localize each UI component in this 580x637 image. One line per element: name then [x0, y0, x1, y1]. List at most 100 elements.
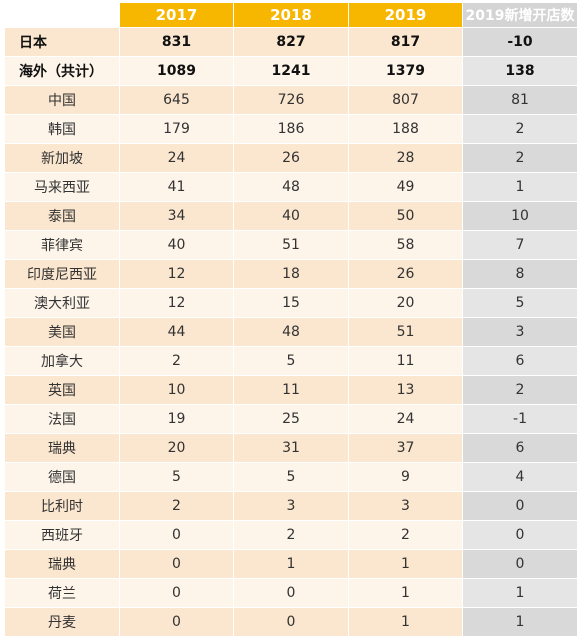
- value-2019-cell: 37: [348, 433, 463, 463]
- value-2019-cell: 50: [348, 201, 463, 231]
- value-2018-cell: 18: [233, 259, 349, 289]
- table-row: 美国 44 48 51 3: [4, 317, 578, 347]
- table-row: 加拿大 2 5 11 6: [4, 346, 578, 376]
- value-2019-cell: 2: [348, 520, 463, 550]
- new-stores-2019-cell: 0: [462, 520, 578, 550]
- value-2018-cell: 11: [233, 375, 349, 405]
- row-name-cell: 瑞典: [4, 433, 120, 463]
- value-2017-cell: 19: [119, 404, 234, 434]
- value-2018-cell: 40: [233, 201, 349, 231]
- table-row: 德国 5 5 9 4: [4, 462, 578, 492]
- value-2017-cell: 24: [119, 143, 234, 173]
- table-row: 印度尼西亚 12 18 26 8: [4, 259, 578, 289]
- value-2019-cell: 3: [348, 491, 463, 521]
- new-stores-2019-cell: 1: [462, 607, 578, 637]
- new-stores-2019-cell: 138: [462, 56, 578, 86]
- value-2018-cell: 1: [233, 549, 349, 579]
- new-stores-2019-cell: 0: [462, 549, 578, 579]
- new-stores-2019-cell: 2: [462, 114, 578, 144]
- value-2017-cell: 12: [119, 259, 234, 289]
- value-2017-cell: 1089: [119, 56, 234, 86]
- row-name-cell: 美国: [4, 317, 120, 347]
- row-name-cell: 澳大利亚: [4, 288, 120, 318]
- value-2017-cell: 2: [119, 491, 234, 521]
- value-2017-cell: 0: [119, 549, 234, 579]
- value-2017-cell: 0: [119, 578, 234, 608]
- value-2019-cell: 24: [348, 404, 463, 434]
- value-2019-cell: 13: [348, 375, 463, 405]
- new-stores-2019-cell: 81: [462, 85, 578, 115]
- table-row: 新加坡 24 26 28 2: [4, 143, 578, 173]
- value-2017-cell: 179: [119, 114, 234, 144]
- value-2019-cell: 26: [348, 259, 463, 289]
- row-name-cell: 印度尼西亚: [4, 259, 120, 289]
- row-name-cell: 西班牙: [4, 520, 120, 550]
- table-row: 日本 831 827 817 -10: [4, 27, 578, 57]
- header-blank-cell: [4, 2, 120, 28]
- table-body: 日本 831 827 817 -10 海外（共计） 1089 1241 1379 138 中国 645…: [4, 27, 578, 637]
- value-2017-cell: 20: [119, 433, 234, 463]
- table-row: 比利时 2 3 3 0: [4, 491, 578, 521]
- value-2019-cell: 28: [348, 143, 463, 173]
- value-2019-cell: 11: [348, 346, 463, 376]
- row-name-cell: 法国: [4, 404, 120, 434]
- row-name-cell: 瑞典: [4, 549, 120, 579]
- value-2017-cell: 12: [119, 288, 234, 318]
- value-2017-cell: 5: [119, 462, 234, 492]
- table-row: 泰国 34 40 50 10: [4, 201, 578, 231]
- row-name-cell: 菲律宾: [4, 230, 120, 260]
- value-2019-cell: 1379: [348, 56, 463, 86]
- value-2019-cell: 9: [348, 462, 463, 492]
- value-2019-cell: 20: [348, 288, 463, 318]
- header-2017: 2017: [119, 2, 234, 28]
- new-stores-2019-cell: 1: [462, 578, 578, 608]
- value-2018-cell: 827: [233, 27, 349, 57]
- store-count-table: 2017 2018 2019 2019新增开店数 日本 831 827 817 -10 海…: [4, 2, 578, 637]
- value-2017-cell: 0: [119, 607, 234, 637]
- value-2018-cell: 726: [233, 85, 349, 115]
- new-stores-2019-cell: -10: [462, 27, 578, 57]
- new-stores-2019-cell: 0: [462, 491, 578, 521]
- table-row: 法国 19 25 24 -1: [4, 404, 578, 434]
- row-name-cell: 英国: [4, 375, 120, 405]
- table-row: 马来西亚 41 48 49 1: [4, 172, 578, 202]
- table-row: 海外（共计） 1089 1241 1379 138: [4, 56, 578, 86]
- value-2019-cell: 1: [348, 607, 463, 637]
- value-2018-cell: 48: [233, 172, 349, 202]
- row-name-cell: 泰国: [4, 201, 120, 231]
- value-2017-cell: 10: [119, 375, 234, 405]
- header-2018: 2018: [233, 2, 349, 28]
- new-stores-2019-cell: -1: [462, 404, 578, 434]
- value-2019-cell: 807: [348, 85, 463, 115]
- new-stores-2019-cell: 10: [462, 201, 578, 231]
- row-name-cell: 比利时: [4, 491, 120, 521]
- table-row: 韩国 179 186 188 2: [4, 114, 578, 144]
- value-2018-cell: 1241: [233, 56, 349, 86]
- new-stores-2019-cell: 6: [462, 346, 578, 376]
- value-2017-cell: 34: [119, 201, 234, 231]
- value-2019-cell: 58: [348, 230, 463, 260]
- row-name-cell: 日本: [4, 27, 120, 57]
- value-2018-cell: 51: [233, 230, 349, 260]
- new-stores-2019-cell: 6: [462, 433, 578, 463]
- table-row: 英国 10 11 13 2: [4, 375, 578, 405]
- value-2019-cell: 1: [348, 578, 463, 608]
- value-2018-cell: 15: [233, 288, 349, 318]
- value-2017-cell: 44: [119, 317, 234, 347]
- value-2017-cell: 40: [119, 230, 234, 260]
- value-2018-cell: 26: [233, 143, 349, 173]
- value-2019-cell: 817: [348, 27, 463, 57]
- value-2018-cell: 48: [233, 317, 349, 347]
- table-row: 澳大利亚 12 15 20 5: [4, 288, 578, 318]
- value-2017-cell: 645: [119, 85, 234, 115]
- value-2018-cell: 0: [233, 607, 349, 637]
- value-2018-cell: 5: [233, 346, 349, 376]
- row-name-cell: 加拿大: [4, 346, 120, 376]
- row-name-cell: 韩国: [4, 114, 120, 144]
- value-2018-cell: 31: [233, 433, 349, 463]
- value-2019-cell: 188: [348, 114, 463, 144]
- row-name-cell: 马来西亚: [4, 172, 120, 202]
- new-stores-2019-cell: 5: [462, 288, 578, 318]
- table-row: 丹麦 0 0 1 1: [4, 607, 578, 637]
- table-row: 瑞典 20 31 37 6: [4, 433, 578, 463]
